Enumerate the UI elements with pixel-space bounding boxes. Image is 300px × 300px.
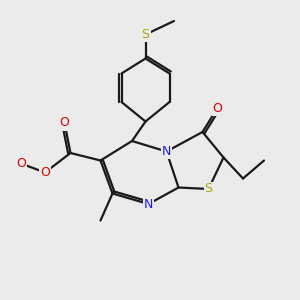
Text: O: O bbox=[40, 166, 50, 179]
Text: N: N bbox=[144, 197, 153, 211]
Text: O: O bbox=[60, 116, 69, 130]
Text: O: O bbox=[16, 157, 26, 170]
Text: O: O bbox=[213, 101, 222, 115]
Text: N: N bbox=[162, 145, 171, 158]
Text: S: S bbox=[142, 28, 149, 41]
Text: S: S bbox=[205, 182, 212, 196]
